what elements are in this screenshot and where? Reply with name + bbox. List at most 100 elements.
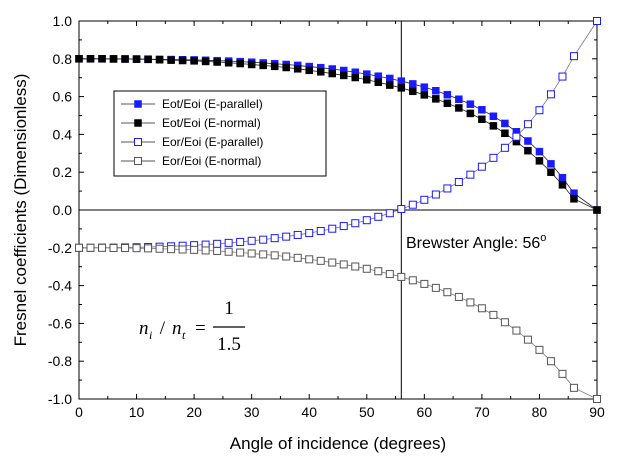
data-point [523,120,532,129]
data-point [259,235,268,244]
data-point [466,109,475,118]
data-point [247,249,256,258]
legend-entries: Eot/Eoi (E-parallel) Eot/Eoi (E-normal) Eo… [121,97,263,168]
data-point [455,104,463,112]
data-point [374,78,383,86]
data-point [593,17,601,25]
data-point [121,55,129,63]
formula-denominator: 1.5 [217,334,241,355]
data-point [328,224,337,233]
y-tick-label: 0.2 [53,164,73,180]
data-point [167,56,175,64]
y-axis-label: Fresnel coefficients (Dimensionless) [11,74,30,347]
data-point [558,173,567,182]
data-point [259,61,267,70]
data-point [546,90,555,99]
data-point [569,383,578,392]
data-point [132,244,141,253]
legend-box [113,90,327,177]
data-point [362,216,371,225]
data-point [431,190,440,199]
data-point [501,129,509,138]
formula-slash: / [155,318,170,339]
data-point [570,195,578,203]
y-tick-label: -0.6 [48,315,72,331]
data-point [121,243,130,252]
data-point [478,115,486,124]
series-2 [75,55,601,214]
legend-label: Eot/Eoi (E-parallel) [162,97,263,111]
brewster-annotation: Brewster Angle: 56o [406,232,546,252]
data-point [339,222,348,231]
data-point [339,260,348,269]
data-point [558,181,567,189]
data-point [409,80,417,88]
data-point [236,237,245,246]
data-point [477,162,486,171]
data-point [546,357,555,366]
data-point [500,143,509,152]
data-point [593,395,601,403]
data-point [178,56,187,65]
data-point [340,71,348,80]
data-point [523,335,532,344]
x-tick-label: 0 [75,404,83,420]
formula-sub-t: t [182,328,186,342]
data-point [201,246,210,255]
data-point [501,119,509,128]
plot-area [75,17,601,403]
data-point [98,55,106,63]
formula-n2: n [172,318,182,339]
legend-label: Eor/Eoi (E-parallel) [162,135,263,149]
x-tick-label: 30 [244,404,260,420]
data-point [489,310,498,319]
data-point [397,272,406,281]
legend-marker [134,119,142,127]
data-point [535,106,544,115]
data-point [431,283,440,292]
data-point [558,369,567,378]
data-point [420,91,429,99]
x-tick-label: 70 [474,404,490,420]
data-point [489,112,498,121]
data-point [316,226,325,235]
data-point [535,147,544,156]
data-point [144,244,153,253]
data-point [178,245,187,254]
data-point [190,57,198,65]
legend-entry: Eot/Eoi (E-parallel) [121,97,263,111]
x-tick-label: 90 [589,404,605,420]
data-point [454,292,463,301]
data-point [386,74,394,83]
data-point [466,298,475,307]
data-point [385,270,394,279]
data-point [443,90,452,99]
data-point [432,86,440,95]
data-point [98,243,107,252]
legend-entry: Eot/Eoi (E-normal) [121,116,261,130]
data-point [420,83,429,91]
data-point [259,250,268,259]
data-point [282,63,290,72]
x-tick-label: 80 [532,404,548,420]
data-point [247,236,256,245]
data-point [477,304,486,313]
data-point [316,256,325,265]
y-tick-label: -1.0 [48,391,72,407]
data-point [351,219,360,228]
data-point [363,76,371,84]
legend-marker [134,157,142,165]
x-tick-label: 50 [359,404,375,420]
legend-marker [134,100,142,108]
data-point [397,77,406,85]
data-point [155,244,164,253]
legend-entry: Eor/Eoi (E-normal) [121,154,261,168]
data-point [374,212,383,221]
data-point [132,55,141,63]
data-point [558,72,567,81]
brewster-annotation-text: Brewster Angle: 56 [406,235,540,252]
data-point [466,100,475,108]
data-point [362,264,371,273]
legend-entry: Eor/Eoi (E-parallel) [121,135,263,149]
